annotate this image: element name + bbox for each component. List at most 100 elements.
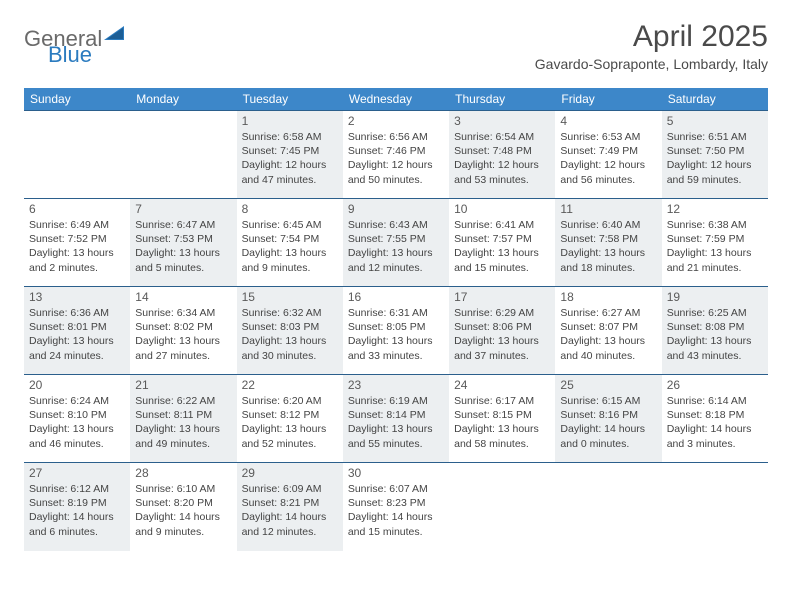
sunrise-text: Sunrise: 6:27 AM [560,306,656,320]
sunset-text: Sunset: 7:50 PM [667,144,763,158]
daylight-text: and 37 minutes. [454,349,550,363]
sunset-text: Sunset: 8:06 PM [454,320,550,334]
day-header: Saturday [662,88,768,111]
calendar-cell: 10Sunrise: 6:41 AMSunset: 7:57 PMDayligh… [449,199,555,287]
daylight-text: Daylight: 13 hours [242,422,338,436]
calendar-cell: 22Sunrise: 6:20 AMSunset: 8:12 PMDayligh… [237,375,343,463]
sunset-text: Sunset: 8:18 PM [667,408,763,422]
calendar-cell: 24Sunrise: 6:17 AMSunset: 8:15 PMDayligh… [449,375,555,463]
sunrise-text: Sunrise: 6:19 AM [348,394,444,408]
sunrise-text: Sunrise: 6:24 AM [29,394,125,408]
sunset-text: Sunset: 8:14 PM [348,408,444,422]
daylight-text: and 3 minutes. [667,437,763,451]
calendar-cell: 25Sunrise: 6:15 AMSunset: 8:16 PMDayligh… [555,375,661,463]
sunset-text: Sunset: 8:20 PM [135,496,231,510]
daylight-text: and 47 minutes. [242,173,338,187]
calendar-cell: 17Sunrise: 6:29 AMSunset: 8:06 PMDayligh… [449,287,555,375]
logo-triangle-icon [104,24,126,47]
day-number: 19 [667,290,763,304]
calendar-cell: 3Sunrise: 6:54 AMSunset: 7:48 PMDaylight… [449,111,555,199]
day-number: 27 [29,466,125,480]
daylight-text: and 27 minutes. [135,349,231,363]
sunrise-text: Sunrise: 6:58 AM [242,130,338,144]
daylight-text: and 9 minutes. [135,525,231,539]
daylight-text: and 52 minutes. [242,437,338,451]
day-number: 9 [348,202,444,216]
sunrise-text: Sunrise: 6:51 AM [667,130,763,144]
daylight-text: Daylight: 13 hours [348,246,444,260]
sunrise-text: Sunrise: 6:38 AM [667,218,763,232]
sunrise-text: Sunrise: 6:07 AM [348,482,444,496]
sunrise-text: Sunrise: 6:40 AM [560,218,656,232]
daylight-text: Daylight: 13 hours [560,246,656,260]
sunrise-text: Sunrise: 6:14 AM [667,394,763,408]
calendar-cell: 9Sunrise: 6:43 AMSunset: 7:55 PMDaylight… [343,199,449,287]
daylight-text: Daylight: 12 hours [348,158,444,172]
calendar-cell: 20Sunrise: 6:24 AMSunset: 8:10 PMDayligh… [24,375,130,463]
daylight-text: Daylight: 14 hours [560,422,656,436]
day-number: 18 [560,290,656,304]
sunrise-text: Sunrise: 6:36 AM [29,306,125,320]
calendar-row: 6Sunrise: 6:49 AMSunset: 7:52 PMDaylight… [24,199,768,287]
sunset-text: Sunset: 8:05 PM [348,320,444,334]
daylight-text: and 50 minutes. [348,173,444,187]
daylight-text: and 2 minutes. [29,261,125,275]
calendar-row: 20Sunrise: 6:24 AMSunset: 8:10 PMDayligh… [24,375,768,463]
sunrise-text: Sunrise: 6:22 AM [135,394,231,408]
sunset-text: Sunset: 8:10 PM [29,408,125,422]
sunrise-text: Sunrise: 6:31 AM [348,306,444,320]
daylight-text: Daylight: 13 hours [242,246,338,260]
daylight-text: and 12 minutes. [242,525,338,539]
daylight-text: and 15 minutes. [348,525,444,539]
daylight-text: Daylight: 13 hours [454,246,550,260]
sunset-text: Sunset: 7:46 PM [348,144,444,158]
calendar-cell: 15Sunrise: 6:32 AMSunset: 8:03 PMDayligh… [237,287,343,375]
day-number: 4 [560,114,656,128]
calendar-cell: 12Sunrise: 6:38 AMSunset: 7:59 PMDayligh… [662,199,768,287]
calendar-cell: 14Sunrise: 6:34 AMSunset: 8:02 PMDayligh… [130,287,236,375]
day-number: 14 [135,290,231,304]
calendar-cell-empty [662,463,768,551]
daylight-text: Daylight: 14 hours [667,422,763,436]
calendar-cell: 4Sunrise: 6:53 AMSunset: 7:49 PMDaylight… [555,111,661,199]
calendar-cell: 5Sunrise: 6:51 AMSunset: 7:50 PMDaylight… [662,111,768,199]
daylight-text: and 6 minutes. [29,525,125,539]
calendar-cell-empty [449,463,555,551]
location-text: Gavardo-Sopraponte, Lombardy, Italy [535,56,768,72]
sunrise-text: Sunrise: 6:15 AM [560,394,656,408]
daylight-text: and 43 minutes. [667,349,763,363]
sunset-text: Sunset: 7:59 PM [667,232,763,246]
calendar-cell: 26 Sunrise: 6:14 AMSunset: 8:18 PMDayligh… [662,375,768,463]
calendar-cell: 19Sunrise: 6:25 AMSunset: 8:08 PMDayligh… [662,287,768,375]
daylight-text: Daylight: 13 hours [135,246,231,260]
daylight-text: and 0 minutes. [560,437,656,451]
calendar-cell: 13Sunrise: 6:36 AMSunset: 8:01 PMDayligh… [24,287,130,375]
daylight-text: Daylight: 13 hours [135,422,231,436]
calendar-cell: 23Sunrise: 6:19 AMSunset: 8:14 PMDayligh… [343,375,449,463]
day-number: 10 [454,202,550,216]
daylight-text: Daylight: 13 hours [454,422,550,436]
daylight-text: Daylight: 14 hours [348,510,444,524]
daylight-text: Daylight: 12 hours [560,158,656,172]
logo-blue-wrap: Blue [48,42,92,68]
daylight-text: and 5 minutes. [135,261,231,275]
day-header: Tuesday [237,88,343,111]
day-number: 26 [667,378,763,392]
day-header: Friday [555,88,661,111]
calendar-cell: 30Sunrise: 6:07 AMSunset: 8:23 PMDayligh… [343,463,449,551]
day-number: 17 [454,290,550,304]
calendar-body: 1Sunrise: 6:58 AMSunset: 7:45 PMDaylight… [24,111,768,551]
sunset-text: Sunset: 8:07 PM [560,320,656,334]
daylight-text: and 15 minutes. [454,261,550,275]
sunset-text: Sunset: 7:58 PM [560,232,656,246]
day-header: Sunday [24,88,130,111]
daylight-text: and 21 minutes. [667,261,763,275]
calendar-cell-empty [130,111,236,199]
title-block: April 2025 Gavardo-Sopraponte, Lombardy,… [535,20,768,72]
daylight-text: Daylight: 13 hours [29,334,125,348]
calendar-cell: 16Sunrise: 6:31 AMSunset: 8:05 PMDayligh… [343,287,449,375]
calendar-cell-empty [24,111,130,199]
calendar-cell: 6Sunrise: 6:49 AMSunset: 7:52 PMDaylight… [24,199,130,287]
daylight-text: Daylight: 13 hours [667,334,763,348]
daylight-text: Daylight: 14 hours [242,510,338,524]
